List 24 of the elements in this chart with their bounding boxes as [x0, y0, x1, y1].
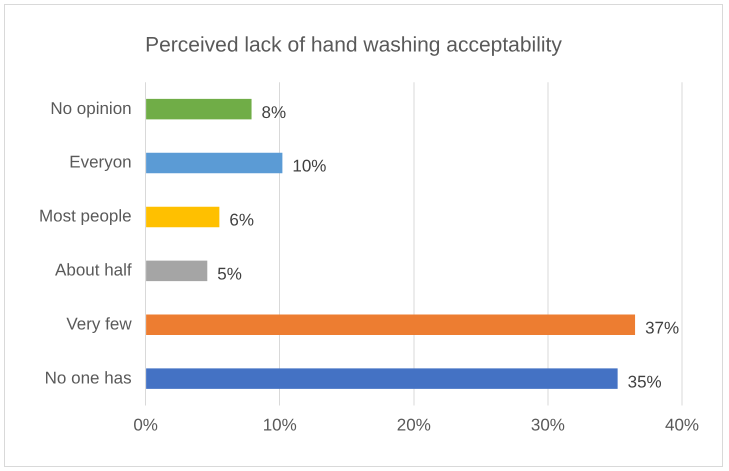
bar	[146, 152, 282, 174]
bar	[146, 260, 208, 282]
data-label: 8%	[262, 102, 286, 122]
y-tick-label: About half	[55, 260, 132, 280]
bar	[146, 206, 220, 228]
x-tick-label: 20%	[396, 415, 431, 434]
bar	[146, 368, 618, 389]
data-label: 6%	[229, 210, 254, 230]
y-tick-label: No opinion	[50, 98, 132, 118]
x-tick-label: 40%	[664, 415, 700, 434]
x-tick-label: 0%	[133, 415, 158, 434]
y-tick-label: Very few	[66, 314, 132, 334]
y-tick-label: Everyon	[69, 152, 132, 172]
y-tick-label: Most people	[38, 206, 132, 226]
data-label: 5%	[217, 264, 242, 284]
x-tick-label: 10%	[262, 415, 297, 434]
data-label: 37%	[645, 318, 680, 338]
data-label: 10%	[292, 156, 326, 176]
y-tick-label: No one has	[44, 368, 132, 388]
x-tick-label: 30%	[530, 415, 565, 434]
bar	[146, 314, 636, 335]
bar	[146, 98, 252, 120]
data-label: 35%	[628, 372, 662, 392]
chart-title: Perceived lack of hand washing acceptability	[145, 33, 562, 56]
